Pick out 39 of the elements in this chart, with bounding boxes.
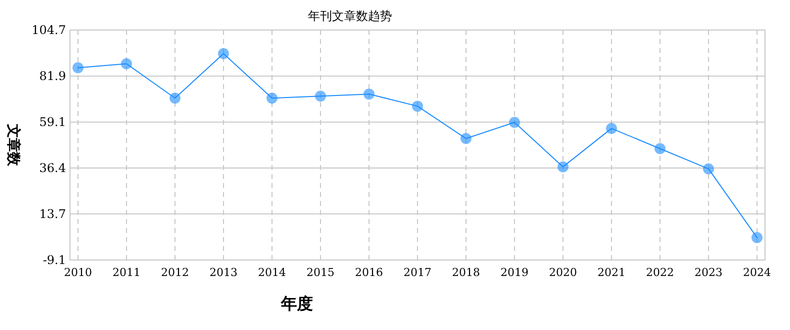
x-tick-label: 2017	[404, 266, 432, 279]
y-tick-label: 59.1	[39, 115, 66, 130]
point	[218, 48, 229, 60]
point	[364, 88, 374, 100]
y-tick-label: -9.1	[42, 253, 66, 267]
x-tick-label: 2024	[743, 266, 771, 279]
point	[170, 92, 180, 104]
point	[412, 100, 423, 112]
point	[315, 90, 326, 102]
chart-title: 年刊文章数趋势	[308, 9, 392, 23]
point	[703, 163, 714, 174]
x-tick-label: 2020	[549, 266, 577, 279]
point	[460, 133, 472, 144]
x-axis-title: 年度	[280, 294, 313, 313]
x-tick-label: 2013	[210, 266, 238, 279]
x-tick-label: 2018	[452, 266, 480, 279]
y-tick-label: 81.9	[39, 69, 66, 84]
x-tick-label: 2010	[64, 266, 92, 279]
x-tick-label: 2012	[161, 266, 189, 279]
point	[654, 143, 666, 154]
y-axis-title: 文章数	[5, 123, 22, 167]
x-tick-label: 2023	[694, 266, 722, 279]
point	[509, 116, 520, 128]
x-tick-label: 2014	[258, 266, 286, 279]
x-tick-label: 2021	[598, 266, 626, 279]
point	[72, 62, 84, 74]
y-tick-label: 104.7	[32, 23, 66, 37]
x-tick-label: 2019	[500, 266, 528, 279]
point	[266, 92, 278, 104]
y-tick-label: 13.7	[39, 206, 66, 221]
x-tick-label: 2022	[646, 266, 674, 279]
x-tick-label: 2016	[355, 266, 383, 279]
point	[121, 58, 132, 70]
y-tick-label: 36.4	[39, 161, 66, 176]
x-tick-label: 2015	[306, 266, 334, 279]
point	[752, 232, 762, 244]
point	[558, 161, 568, 172]
point	[606, 122, 617, 134]
x-tick-label: 2011	[112, 266, 140, 279]
